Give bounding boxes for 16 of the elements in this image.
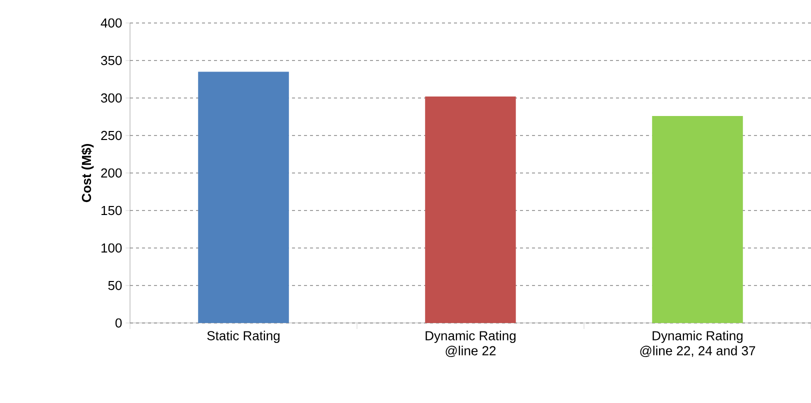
y-tick-label: 200: [101, 168, 122, 178]
y-axis-title: Cost (M$): [81, 144, 94, 202]
y-tick-label: 0: [115, 318, 122, 328]
bar: [425, 96, 516, 323]
x-tick-label: Dynamic Rating @line 22: [426, 330, 516, 358]
y-tick-label: 300: [101, 93, 122, 103]
y-tick-label: 250: [101, 130, 122, 140]
y-tick-label: 50: [108, 280, 122, 290]
y-tick-label: 400: [100, 18, 122, 28]
y-tick-label: 100: [102, 243, 122, 253]
y-tick-label: 150: [102, 206, 122, 216]
y-tick-label: 350: [101, 56, 122, 66]
bar: [198, 72, 289, 323]
x-tick-label: Dynamic Rating @line 22, 24 and 37: [640, 330, 756, 358]
bar: [652, 116, 743, 323]
x-tick-label: Static Rating: [207, 330, 280, 343]
